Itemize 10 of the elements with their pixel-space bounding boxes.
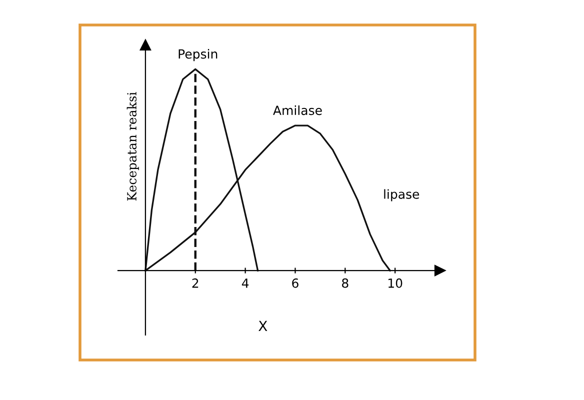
x-tick-label: 4 [242,278,249,288]
x-tick-label: 6 [292,278,298,288]
series-label: Pepsin [178,49,218,62]
x-axis-title: X [258,320,268,332]
annotation: lipase [384,189,420,202]
series-label: Amilase [273,105,322,116]
x-tick-label: 8 [342,278,348,288]
x-tick-label: 10 [388,278,402,288]
y-axis-title: Kecepatan reaksi [126,92,139,201]
x-tick-label: 2 [192,278,198,288]
